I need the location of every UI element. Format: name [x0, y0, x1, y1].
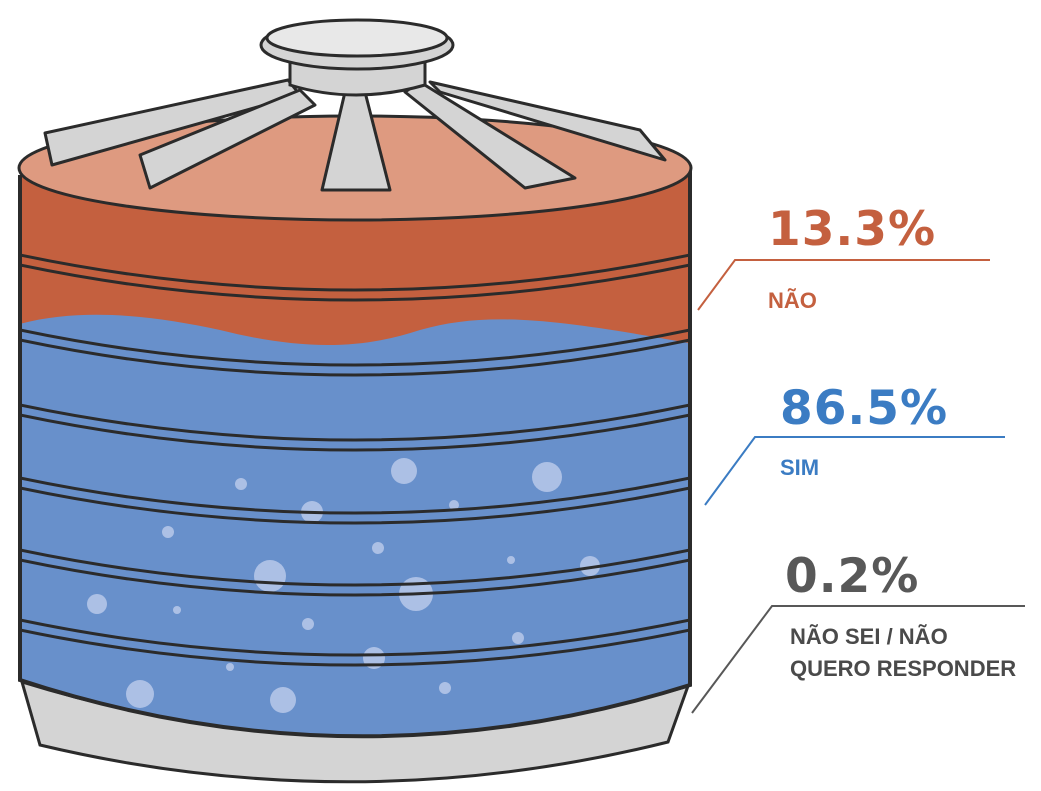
bubble — [449, 500, 459, 510]
category-label-nao-sei-line2: QUERO RESPONDER — [790, 656, 1016, 681]
bubble — [226, 663, 234, 671]
tank-band-line — [20, 548, 690, 587]
bubble — [372, 542, 384, 554]
leader-line-nao — [697, 259, 990, 311]
tank-band-line — [20, 628, 690, 667]
category-label-nao: NÃO — [768, 288, 817, 313]
fill-sim — [20, 314, 690, 737]
bubble — [270, 687, 296, 713]
bubble — [173, 606, 181, 614]
bubble — [507, 556, 515, 564]
tank-band-line — [20, 263, 690, 302]
bubble — [235, 478, 247, 490]
bubble — [439, 682, 451, 694]
category-label-nao-sei-line1: NÃO SEI / NÃO — [790, 624, 948, 649]
bubble — [87, 594, 107, 614]
bubble — [126, 680, 154, 708]
bubble — [254, 560, 286, 592]
tank-band-line — [20, 338, 690, 377]
tank-band-line — [20, 413, 690, 452]
value-label-sim: 86.5% — [780, 381, 948, 436]
roof-ribs — [43, 78, 667, 192]
leader-line-nao-sei — [691, 605, 1025, 714]
tank-band-line — [20, 403, 690, 442]
tank-band-line — [20, 253, 690, 292]
tank-band-line — [20, 618, 690, 657]
leader-lines — [691, 259, 1025, 714]
category-label-sim: SIM — [780, 455, 819, 480]
tank-bands — [20, 253, 690, 667]
leader-line-sim — [704, 436, 1005, 506]
value-label-nao: 13.3% — [768, 202, 936, 257]
bubble — [532, 462, 562, 492]
tank-band-line — [20, 486, 690, 525]
tank-body — [20, 142, 690, 737]
bubble — [302, 618, 314, 630]
value-label-nao-sei: 0.2% — [785, 549, 919, 604]
tank-outline — [18, 165, 692, 739]
bubble — [162, 526, 174, 538]
bubble — [512, 632, 524, 644]
tank-band-line — [20, 558, 690, 597]
tank-band-line — [20, 476, 690, 515]
bubble — [391, 458, 417, 484]
roof-cap — [259, 18, 455, 97]
bubble — [580, 556, 600, 576]
tank-band-line — [20, 328, 690, 367]
